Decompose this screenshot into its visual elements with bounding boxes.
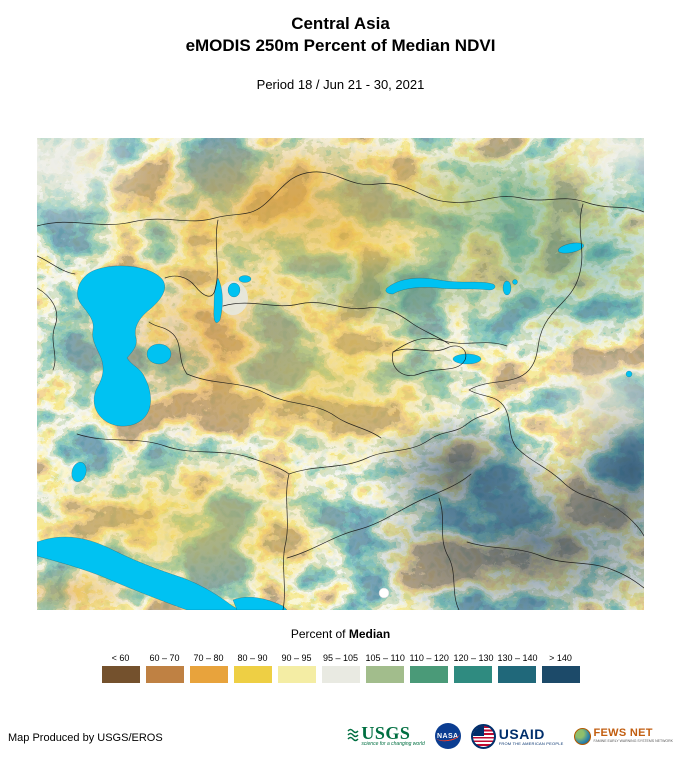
footer: Map Produced by USGS/EROS USGS science f… [8, 723, 673, 749]
legend-color-swatch [233, 666, 272, 683]
usgs-tagline: science for a changing world [361, 741, 425, 747]
usaid-seal-icon [470, 723, 496, 749]
legend-class-label: > 140 [549, 653, 572, 663]
logo-row: USGS science for a changing world NASA U… [347, 723, 673, 749]
fewsnet-tagline: FAMINE EARLY WARNING SYSTEMS NETWORK [593, 739, 673, 744]
legend-class-label: 60 – 70 [149, 653, 180, 663]
legend-item: > 140 [541, 653, 580, 683]
lake-urmia [71, 461, 87, 483]
regional-tints [37, 138, 644, 610]
legend-color-swatch [541, 666, 580, 683]
caspian-sea [77, 265, 165, 427]
lake-issyk-kul [452, 353, 482, 365]
legend-color-swatch [409, 666, 448, 683]
legend-class-label: 95 – 105 [322, 653, 359, 663]
usaid-tagline: FROM THE AMERICAN PEOPLE [498, 740, 564, 746]
aral-sea-east [227, 282, 241, 298]
legend-item: 95 – 105 [321, 653, 360, 683]
legend-color-swatch [321, 666, 360, 683]
legend-class-label: 90 – 95 [281, 653, 312, 663]
gulf-of-oman [232, 596, 288, 610]
legend-class-label: 120 – 130 [453, 653, 494, 663]
legend-title-prefix: Percent of [290, 627, 349, 641]
legend-color-swatch [277, 666, 316, 683]
legend-item: 70 – 80 [189, 653, 228, 683]
usgs-wave-icon [347, 726, 359, 747]
nasa-wordmark: NASA [437, 732, 459, 740]
legend-item: 120 – 130 [453, 653, 494, 683]
ndvi-map [37, 138, 644, 610]
legend-color-swatch [189, 666, 228, 683]
fewsnet-logo: FEWS NET FAMINE EARLY WARNING SYSTEMS NE… [573, 727, 673, 745]
legend-color-swatch [365, 666, 404, 683]
persian-gulf [37, 536, 244, 610]
legend-class-label: 80 – 90 [237, 653, 268, 663]
legend-class-label: 130 – 140 [497, 653, 538, 663]
page-title-line2: eMODIS 250m Percent of Median NDVI [185, 36, 496, 55]
usaid-wordmark: USAID [498, 725, 545, 742]
legend-color-swatch [453, 666, 492, 683]
globe-icon [573, 727, 591, 745]
small-lake [512, 279, 518, 285]
legend: Percent of Median < 60 60 – 70 70 – 80 8… [0, 627, 681, 683]
legend-class-label: 70 – 80 [193, 653, 224, 663]
credit-text: Map Produced by USGS/EROS [8, 732, 163, 744]
legend-item: 130 – 140 [497, 653, 538, 683]
legend-item: 105 – 110 [365, 653, 405, 683]
lake-balkhash [385, 277, 496, 295]
legend-item: < 60 [101, 653, 140, 683]
lake-zaysan [557, 242, 585, 254]
cloud-spot [378, 587, 390, 599]
legend-item: 110 – 120 [409, 653, 449, 683]
legend-title-emphasis: Median [348, 627, 391, 641]
header: Central Asia eMODIS 250m Percent of Medi… [0, 13, 681, 92]
lake-alakol [502, 280, 512, 296]
legend-item: 80 – 90 [233, 653, 272, 683]
country-borders [37, 171, 644, 610]
legend-row: < 60 60 – 70 70 – 80 80 – 90 90 – 95 95 … [0, 653, 681, 683]
legend-color-swatch [145, 666, 184, 683]
legend-item: 60 – 70 [145, 653, 184, 683]
legend-class-label: 110 – 120 [409, 653, 449, 663]
ndvi-map-image [37, 138, 644, 610]
legend-class-label: < 60 [111, 653, 130, 663]
usgs-logo: USGS science for a changing world [347, 723, 425, 747]
legend-class-label: 105 – 110 [365, 653, 405, 663]
nasa-logo-icon: NASA [434, 723, 461, 749]
lake-bosten [625, 370, 633, 378]
fewsnet-wordmark: FEWS NET [593, 727, 653, 740]
legend-color-swatch [101, 666, 140, 683]
legend-title: Percent of Median [0, 627, 681, 641]
aral-sea-north [238, 275, 252, 283]
water-bodies [37, 242, 633, 610]
legend-color-swatch [497, 666, 536, 683]
period-subtitle: Period 18 / Jun 21 - 30, 2021 [256, 77, 425, 92]
page-title-line1: Central Asia [291, 14, 390, 33]
usaid-logo: USAID FROM THE AMERICAN PEOPLE [470, 723, 564, 749]
dried-aral-seabed [218, 281, 248, 315]
garabogaz-lagoon [146, 343, 172, 365]
usgs-wordmark: USGS [361, 723, 411, 743]
legend-item: 90 – 95 [277, 653, 316, 683]
